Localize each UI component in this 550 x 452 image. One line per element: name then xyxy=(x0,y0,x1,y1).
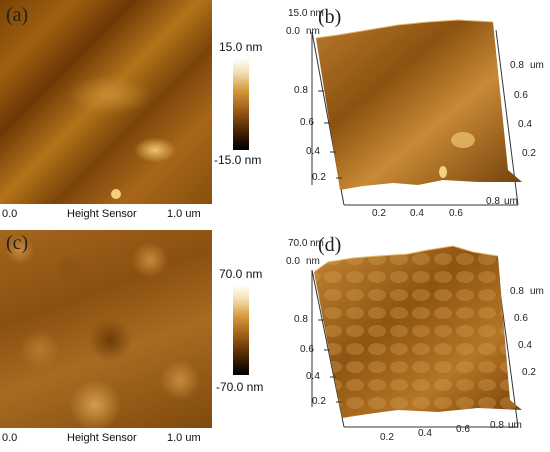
colorbar-c xyxy=(233,285,249,375)
y-tick-left-b-1: 0.8 xyxy=(294,85,308,96)
colorbar-min-label-c: -70.0 nm xyxy=(216,380,264,394)
y-tick-right-b-3: 0.4 xyxy=(518,119,532,130)
x-tick-b-3: 0.6 xyxy=(449,208,463,219)
colorbar-max-label-a: 15.0 nm xyxy=(219,40,263,54)
y-tick-right-b-4: 0.2 xyxy=(522,148,536,159)
colorbar-min-label-a: -15.0 nm xyxy=(214,153,262,167)
footer-origin-a: 0.0 xyxy=(2,208,18,220)
footer-channel-a: Height Sensor xyxy=(67,208,137,220)
colorbar-a xyxy=(233,58,249,150)
x-tick-b-2: 0.4 xyxy=(410,208,424,219)
x-tick-d-2: 0.4 xyxy=(418,428,432,439)
y-tick-left-b-3: 0.4 xyxy=(306,146,320,157)
height-map-a xyxy=(0,0,212,204)
surface-plot-d xyxy=(311,245,522,428)
x-tick-b-4: 0.8 xyxy=(486,196,500,207)
y-tick-right-d-3: 0.4 xyxy=(518,340,532,351)
panel-label-b: (b) xyxy=(318,6,342,28)
z-unit-label-d: nm xyxy=(310,238,324,249)
origin-label-d: 0.0 xyxy=(286,256,300,267)
y-tick-left-d-2: 0.6 xyxy=(300,344,314,355)
y-tick-left-d-4: 0.2 xyxy=(312,396,326,407)
y-tick-left-b-2: 0.6 xyxy=(300,117,314,128)
y-tick-left-d-1: 0.8 xyxy=(294,314,308,325)
y-tick-right-b-2: 0.6 xyxy=(514,90,528,101)
z-top-label-b: 15.0 xyxy=(288,8,308,19)
footer-origin-c: 0.0 xyxy=(2,432,18,444)
y-tick-right-d-4: 0.2 xyxy=(522,367,536,378)
footer-extent-a: 1.0 um xyxy=(167,208,201,220)
z-top-label-d: 70.0 xyxy=(288,238,308,249)
y-tick-left-b-4: 0.2 xyxy=(312,172,326,183)
origin-label-b: 0.0 xyxy=(286,26,300,37)
y-tick-right-d-2: 0.6 xyxy=(514,313,528,324)
x-tick-d-3: 0.6 xyxy=(456,424,470,435)
panel-label-d: (d) xyxy=(318,234,342,256)
footer-extent-c: 1.0 um xyxy=(167,432,201,444)
x-tick-d-1: 0.2 xyxy=(380,432,394,443)
footer-channel-c: Height Sensor xyxy=(67,432,137,444)
y-unit-right-b: um xyxy=(530,60,544,71)
x-tick-d-4: 0.8 xyxy=(490,420,504,431)
z-unit-label-b: nm xyxy=(310,8,324,19)
x-unit-b: um xyxy=(504,196,518,207)
origin-unit-label-b: nm xyxy=(306,26,320,37)
colorbar-max-label-c: 70.0 nm xyxy=(219,267,263,281)
y-tick-right-d-1: 0.8 xyxy=(510,286,524,297)
panel-label-a: (a) xyxy=(6,4,29,26)
x-unit-d: um xyxy=(508,420,522,431)
x-tick-b-1: 0.2 xyxy=(372,208,386,219)
panel-label-c: (c) xyxy=(6,232,29,254)
height-map-c xyxy=(0,230,212,428)
surface-plot-b xyxy=(311,19,522,206)
y-tick-right-b-1: 0.8 xyxy=(510,60,524,71)
origin-unit-label-d: nm xyxy=(306,256,320,267)
y-tick-left-d-3: 0.4 xyxy=(306,371,320,382)
y-unit-right-d: um xyxy=(530,286,544,297)
